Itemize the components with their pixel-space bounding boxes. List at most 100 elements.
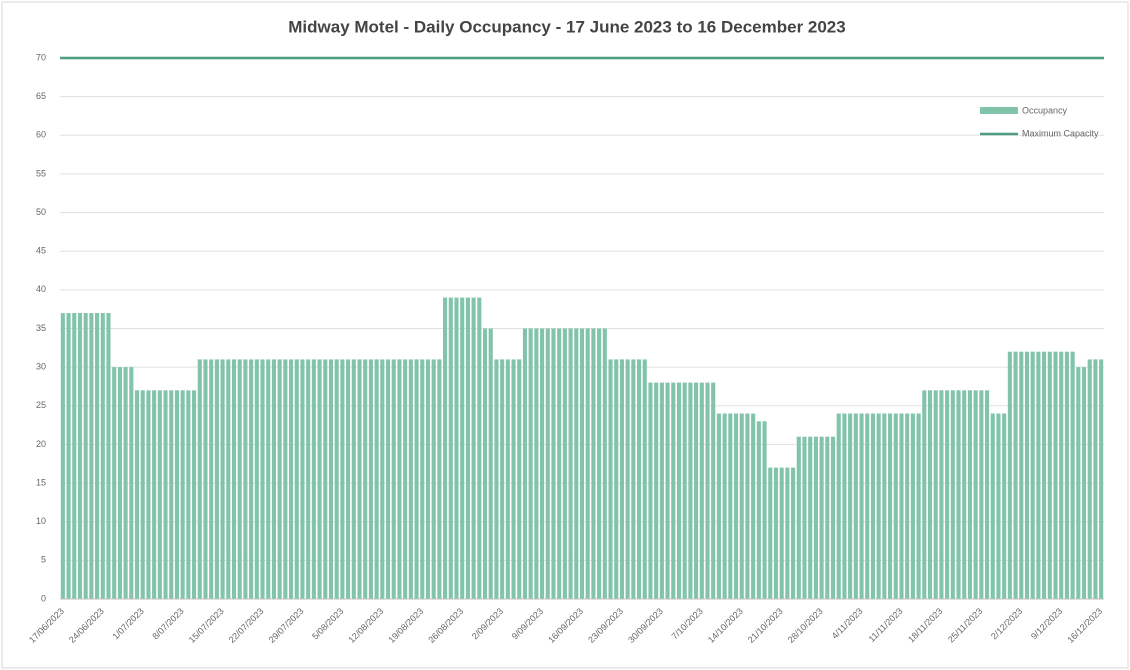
bar	[385, 359, 391, 599]
bar	[910, 413, 915, 599]
bar	[528, 328, 533, 599]
bar	[825, 436, 830, 599]
bar	[340, 359, 345, 599]
bar	[448, 297, 453, 599]
bar	[106, 313, 111, 599]
y-tick-label: 20	[36, 439, 46, 449]
bar	[1087, 359, 1092, 599]
bar	[1064, 351, 1069, 599]
bar	[209, 359, 214, 599]
bar	[636, 359, 642, 599]
chart-title: Midway Motel - Daily Occupancy - 17 June…	[288, 17, 845, 36]
bar	[562, 328, 567, 599]
bar	[967, 390, 972, 599]
bar	[1059, 351, 1064, 599]
bar	[699, 382, 704, 599]
bar	[517, 359, 522, 599]
bar	[346, 359, 351, 599]
bar	[95, 313, 100, 599]
bar	[368, 359, 373, 599]
bar	[905, 413, 910, 599]
bar	[408, 359, 413, 599]
bar	[808, 436, 813, 599]
bar	[249, 359, 254, 599]
bar	[551, 328, 556, 599]
bar	[214, 359, 219, 599]
bar	[756, 421, 761, 599]
bar	[66, 313, 71, 599]
y-tick-label: 45	[36, 246, 46, 256]
bar	[237, 359, 242, 599]
bar	[619, 359, 624, 599]
bar	[950, 390, 955, 599]
bar	[129, 367, 134, 599]
bar	[979, 390, 984, 599]
bar	[882, 413, 887, 599]
bar	[522, 328, 528, 599]
bar	[540, 328, 545, 599]
bar	[973, 390, 978, 599]
bar	[83, 313, 88, 599]
bar	[328, 359, 334, 599]
bar	[996, 413, 1001, 599]
legend-swatch	[980, 107, 1018, 114]
bar	[614, 359, 619, 599]
bar	[443, 297, 448, 599]
bar	[323, 359, 328, 599]
bar	[836, 413, 841, 599]
bar	[1042, 351, 1047, 599]
bar	[1013, 351, 1018, 599]
bar	[180, 390, 185, 599]
bar	[174, 390, 180, 599]
bar	[893, 413, 898, 599]
bar	[1076, 367, 1081, 599]
bar	[511, 359, 516, 599]
bar	[271, 359, 276, 599]
bar	[813, 436, 818, 599]
bar	[1019, 351, 1024, 599]
y-tick-label: 35	[36, 323, 46, 333]
bar	[277, 359, 282, 599]
bar	[494, 359, 499, 599]
bar	[260, 359, 265, 599]
y-tick-label: 0	[41, 593, 46, 603]
bar	[1093, 359, 1098, 599]
bar	[465, 297, 470, 599]
bar	[671, 382, 676, 599]
bar	[391, 359, 396, 599]
bar	[984, 390, 990, 599]
bar	[437, 359, 442, 599]
bar	[397, 359, 402, 599]
bar	[60, 313, 65, 599]
bar	[927, 390, 933, 599]
bar	[460, 297, 465, 599]
bar	[711, 382, 716, 599]
bar	[117, 367, 122, 599]
bar	[557, 328, 562, 599]
bar	[123, 367, 128, 599]
bar	[403, 359, 408, 599]
bar	[351, 359, 356, 599]
bar	[482, 328, 488, 599]
bar	[1081, 367, 1087, 599]
bar	[266, 359, 271, 599]
bar	[534, 328, 539, 599]
bar	[773, 467, 779, 599]
bar	[1030, 351, 1035, 599]
bar	[859, 413, 864, 599]
bar	[152, 390, 157, 599]
bar	[505, 359, 510, 599]
bar	[739, 413, 744, 599]
bar	[380, 359, 385, 599]
bar	[705, 382, 710, 599]
bar	[796, 436, 801, 599]
bar	[89, 313, 94, 599]
bar	[751, 413, 756, 599]
bar	[112, 367, 117, 599]
bar	[870, 413, 876, 599]
bar	[722, 413, 727, 599]
bar	[226, 359, 231, 599]
bar	[888, 413, 893, 599]
bar	[728, 413, 733, 599]
